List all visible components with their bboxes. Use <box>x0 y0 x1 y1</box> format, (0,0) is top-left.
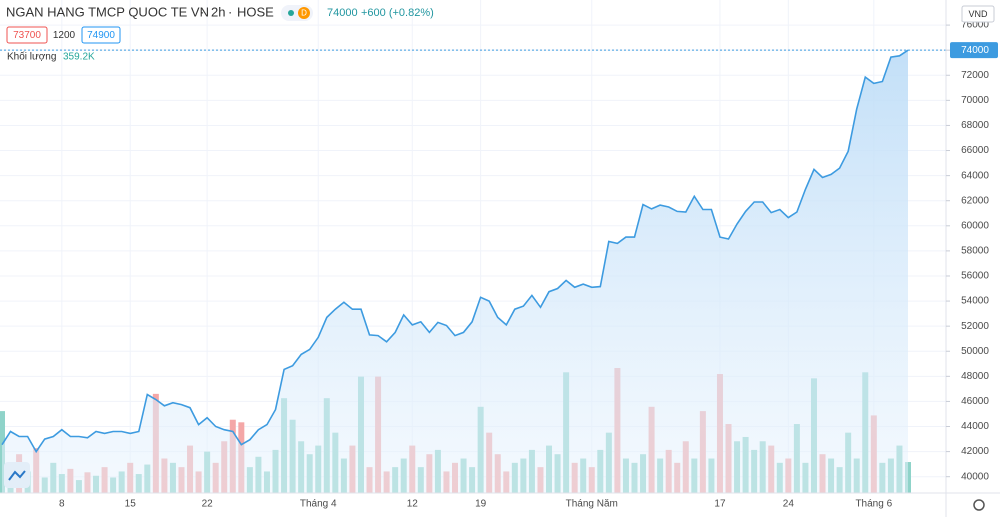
x-tick-label: 24 <box>783 499 795 510</box>
y-tick-label: 50000 <box>961 346 989 357</box>
x-tick-label: 15 <box>125 499 137 510</box>
y-tick-label: 70000 <box>961 95 989 106</box>
y-tick-label: 76000 <box>961 20 989 31</box>
separator: · <box>228 4 232 19</box>
price-area <box>2 50 908 493</box>
bid: 73700 <box>13 30 41 41</box>
y-tick-label: 62000 <box>961 195 989 206</box>
price-pane <box>0 49 946 493</box>
settings[interactable] <box>973 499 985 511</box>
y-tick-label: 42000 <box>961 446 989 457</box>
bid-box <box>6 26 48 44</box>
y-tick-label: 48000 <box>961 371 989 382</box>
ask: 74900 <box>87 30 115 41</box>
exchange: HOSE <box>237 4 274 19</box>
currency-box[interactable] <box>961 5 995 23</box>
currency: VND <box>968 9 988 19</box>
x-tick-label: 12 <box>407 499 419 510</box>
y-tick-label: 68000 <box>961 120 989 131</box>
x-tick-label: Tháng 6 <box>855 499 892 510</box>
symbol-title: NGAN HANG TMCP QUOC TE VN <box>6 4 209 19</box>
price-change: +600 (+0.82%) <box>361 7 434 19</box>
header: NGAN HANG TMCP QUOC TE VN · 2h · HOSE D … <box>6 4 995 63</box>
logo-icon <box>8 470 26 481</box>
ask-box <box>81 26 121 44</box>
y-tick-label: 40000 <box>961 471 989 482</box>
y-tick-label: 72000 <box>961 70 989 81</box>
x-tick-label: 17 <box>714 499 726 510</box>
badge-dot <box>298 7 310 19</box>
last-price-label: 74000 <box>961 45 989 56</box>
volume-legend-name: Khối lượng <box>7 51 56 63</box>
interval: 2h <box>211 4 225 19</box>
x-tick-label: 8 <box>59 499 65 510</box>
price-line <box>1 49 909 454</box>
y-tick-label: 64000 <box>961 170 989 181</box>
status-dot <box>288 10 294 16</box>
badge: D <box>301 9 307 18</box>
y-tick-label: 54000 <box>961 296 989 307</box>
y-tick-label: 58000 <box>961 246 989 257</box>
logo <box>4 462 30 488</box>
x-tick-label: Tháng Năm <box>566 499 618 510</box>
y-tick-label: 52000 <box>961 321 989 332</box>
settings-icon[interactable] <box>973 499 985 511</box>
x-tick-label: Tháng 4 <box>300 499 337 510</box>
y-tick-label: 56000 <box>961 271 989 282</box>
separator: · <box>200 4 204 19</box>
volume-legend-value: 359.2K <box>63 52 95 63</box>
y-tick-label: 66000 <box>961 145 989 156</box>
last-price-marker <box>950 42 998 59</box>
y-tick-label: 60000 <box>961 220 989 231</box>
last-price: 74000 <box>327 7 358 19</box>
y-tick-label: 44000 <box>961 421 989 432</box>
spread: 1200 <box>53 30 76 41</box>
x-tick-label: 19 <box>475 499 487 510</box>
x-tick-label: 22 <box>202 499 214 510</box>
axes: 40000 42000 44000 46000 48000 50000 52000 54000… <box>59 20 998 510</box>
y-tick-label: 46000 <box>961 396 989 407</box>
